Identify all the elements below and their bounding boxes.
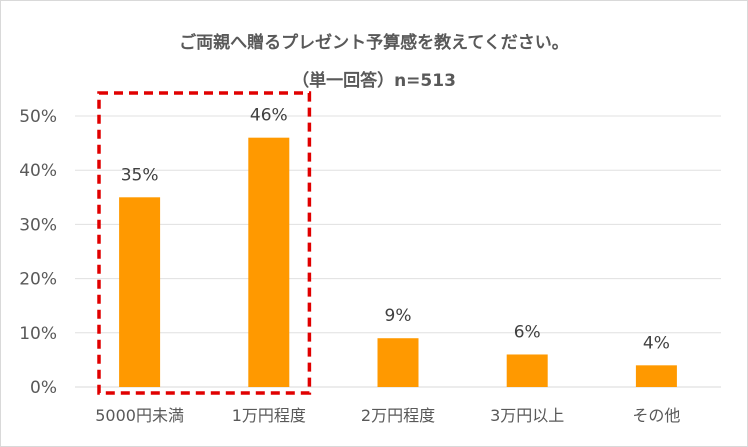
bar bbox=[248, 137, 290, 387]
data-label: 4% bbox=[643, 333, 670, 353]
chart-title-line1: ご両親へ贈るプレゼント予算感を教えてください。 bbox=[179, 33, 569, 53]
y-tick-label: 20% bbox=[19, 270, 57, 290]
x-category-label: 5000円未満 bbox=[95, 406, 184, 425]
x-category-label: 2万円程度 bbox=[361, 406, 435, 425]
y-tick-label: 30% bbox=[19, 215, 57, 235]
bar bbox=[377, 338, 419, 387]
highlight-box bbox=[97, 91, 312, 395]
x-category-label: その他 bbox=[632, 406, 680, 425]
bar bbox=[635, 365, 677, 387]
y-tick-label: 10% bbox=[19, 324, 57, 344]
data-label: 35% bbox=[121, 165, 159, 185]
chart-title-line2: （単一回答）n=513 bbox=[292, 71, 456, 91]
y-tick-label: 0% bbox=[30, 378, 57, 398]
x-category-label: 1万円程度 bbox=[232, 406, 306, 425]
data-label: 46% bbox=[250, 106, 288, 126]
data-label: 9% bbox=[385, 306, 412, 326]
y-tick-label: 50% bbox=[19, 107, 57, 127]
bar bbox=[119, 197, 161, 387]
chart-title: ご両親へ贈るプレゼント予算感を教えてください。 （単一回答）n=513 bbox=[0, 28, 748, 91]
data-label: 6% bbox=[514, 322, 541, 342]
y-tick-label: 40% bbox=[19, 161, 57, 181]
x-category-label: 3万円以上 bbox=[490, 406, 564, 425]
bar bbox=[506, 354, 548, 387]
